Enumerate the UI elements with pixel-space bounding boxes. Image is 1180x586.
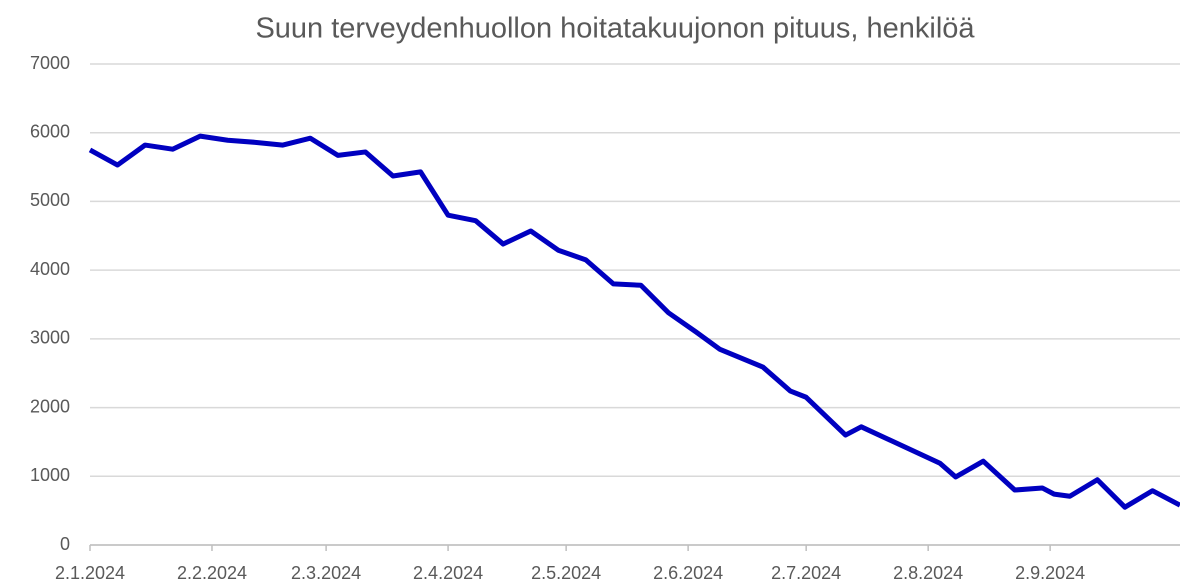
y-tick-label: 5000 [30, 190, 70, 210]
x-tick-label: 2.1.2024 [55, 563, 125, 583]
x-tick-label: 2.7.2024 [771, 563, 841, 583]
y-tick-label: 1000 [30, 465, 70, 485]
x-tick-label: 2.8.2024 [893, 563, 963, 583]
x-tick-label: 2.3.2024 [291, 563, 361, 583]
y-tick-label: 2000 [30, 396, 70, 416]
x-tick-label: 2.2.2024 [177, 563, 247, 583]
x-tick-label: 2.5.2024 [531, 563, 601, 583]
y-tick-label: 7000 [30, 53, 70, 73]
y-tick-label: 4000 [30, 259, 70, 279]
data-line [88, 133, 1180, 510]
chart-title: Suun terveydenhuollon hoitatakuujonon pi… [255, 13, 975, 45]
x-tick-label: 2.6.2024 [653, 563, 723, 583]
x-tick-label: 2.9.2024 [1015, 563, 1085, 583]
x-tick-label: 2.4.2024 [413, 563, 483, 583]
y-tick-label: 6000 [30, 121, 70, 141]
y-tick-label: 3000 [30, 328, 70, 348]
y-tick-label: 0 [60, 534, 70, 554]
